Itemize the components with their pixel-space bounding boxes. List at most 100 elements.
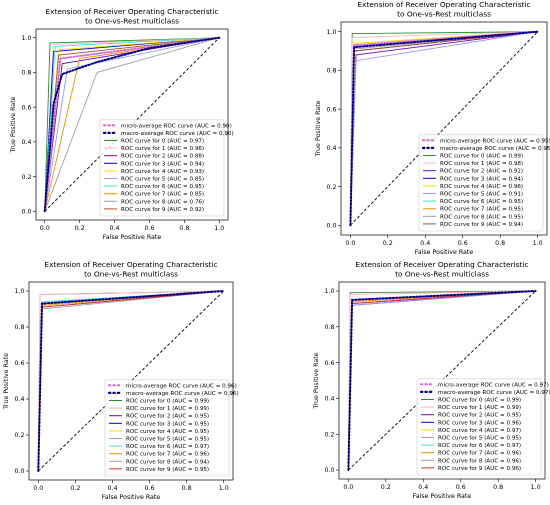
legend-entry: ROC curve for 9 (AUC = 0.95) [126, 467, 209, 473]
legend-entry: ROC curve for 5 (AUC = 0.85) [121, 177, 204, 183]
roc-chart-3: Extension of Receiver Operating Characte… [3, 260, 239, 501]
y-tick-label: 0.0 [14, 468, 24, 475]
legend-entry: ROC curve for 4 (AUC = 0.96) [440, 184, 523, 190]
y-tick-label: 0.6 [21, 104, 31, 111]
legend-entry: micro-average ROC curve (AUC = 0.95) [440, 138, 550, 144]
x-tick-label: 0.6 [456, 484, 466, 491]
y-tick-label: 0.0 [324, 467, 334, 474]
x-tick-label: 0.6 [145, 485, 155, 492]
chart-title-line-2: to One-vs-Rest multiclass [84, 270, 178, 279]
y-tick-label: 0.6 [324, 360, 334, 367]
legend-entry: ROC curve for 9 (AUC = 0.92) [121, 207, 204, 213]
x-tick-label: 0.8 [182, 485, 192, 492]
legend-entry: ROC curve for 0 (AUC = 0.99) [438, 398, 521, 404]
x-tick-label: 1.0 [533, 240, 543, 247]
legend-entry: ROC curve for 8 (AUC = 0.94) [126, 459, 209, 465]
legend-entry: ROC curve for 8 (AUC = 0.76) [121, 199, 204, 205]
legend-box [416, 378, 542, 476]
legend-entry: ROC curve for 2 (AUC = 0.92) [440, 169, 523, 175]
legend-entry: ROC curve for 6 (AUC = 0.97) [126, 444, 209, 450]
chart-title-line-1: Extension of Receiver Operating Characte… [355, 260, 528, 269]
y-tick-label: 0.2 [14, 432, 24, 439]
legend-entry: ROC curve for 4 (AUC = 0.97) [438, 428, 521, 434]
legend-entry: ROC curve for 6 (AUC = 0.95) [440, 199, 523, 205]
roc-series-7 [44, 37, 220, 212]
series-group [347, 290, 537, 471]
roc-series-1 [347, 290, 537, 471]
x-tick-label: 0.4 [420, 240, 430, 247]
plot-frame [340, 21, 548, 236]
x-tick-label: 0.8 [493, 484, 503, 491]
legend-entry: macro-average ROC curve (AUC = 0.95) [440, 146, 550, 152]
y-tick-label: 1.0 [21, 35, 31, 42]
legend-entry: ROC curve for 3 (AUC = 0.96) [438, 420, 521, 426]
legend-entry: ROC curve for 2 (AUC = 0.88) [121, 154, 204, 160]
legend-entry: ROC curve for 0 (AUC = 0.99) [440, 154, 523, 160]
x-tick-label: 0.6 [144, 225, 154, 232]
roc-series-1 [37, 290, 225, 472]
x-tick-label: 0.0 [345, 240, 355, 247]
x-axis-label: False Positive Rate [103, 234, 162, 241]
legend-entry: ROC curve for 4 (AUC = 0.95) [126, 429, 209, 435]
x-tick-label: 0.0 [343, 484, 353, 491]
x-tick-label: 0.2 [383, 240, 393, 247]
y-tick-label: 0.2 [326, 184, 336, 191]
legend-entry: ROC curve for 6 (AUC = 0.97) [438, 443, 521, 449]
y-tick-label: 0.8 [326, 68, 336, 75]
y-axis-label: True Positive Rate [10, 96, 17, 153]
legend-entry: ROC curve for 1 (AUC = 0.96) [121, 146, 204, 152]
legend-entry: ROC curve for 1 (AUC = 0.98) [440, 161, 523, 167]
legend-entry: ROC curve for 5 (AUC = 0.95) [126, 437, 209, 443]
legend-entry: macro-average ROC curve (AUC = 0.97) [438, 390, 550, 396]
roc-series-10 [44, 37, 220, 212]
y-tick-label: 0.2 [21, 174, 31, 181]
y-tick-label: 1.0 [326, 29, 336, 36]
legend-entry: ROC curve for 5 (AUC = 0.95) [438, 436, 521, 442]
legend-entry: ROC curve for 2 (AUC = 0.95) [438, 413, 521, 419]
legend-entry: ROC curve for 8 (AUC = 0.96) [438, 458, 521, 464]
x-tick-label: 0.4 [107, 485, 117, 492]
legend-box [104, 379, 230, 477]
legend-entry: macro-average ROC curve (AUC = 0.90) [121, 131, 234, 137]
legend-entry: ROC curve for 7 (AUC = 0.85) [121, 192, 204, 198]
legend-entry: ROC curve for 7 (AUC = 0.96) [126, 452, 209, 458]
roc-chart-2: Extension of Receiver Operating Characte… [315, 0, 550, 256]
chart-title-line-2: to One-vs-Rest multiclass [85, 17, 179, 26]
x-tick-label: 0.2 [70, 485, 80, 492]
chance-diagonal [37, 290, 225, 472]
x-tick-label: 0.0 [33, 485, 43, 492]
legend-entry: ROC curve for 9 (AUC = 0.96) [438, 466, 521, 472]
chance-diagonal [348, 290, 536, 471]
x-tick-label: 0.4 [418, 484, 428, 491]
legend-entry: ROC curve for 9 (AUC = 0.94) [440, 222, 523, 228]
x-axis-label: False Positive Rate [102, 494, 161, 501]
x-axis-label: False Positive Rate [415, 249, 474, 256]
legend-entry: ROC curve for 1 (AUC = 0.99) [126, 406, 209, 412]
x-axis-label: False Positive Rate [413, 493, 472, 500]
legend-entry: ROC curve for 3 (AUC = 0.94) [440, 176, 523, 182]
plot-frame [35, 28, 229, 221]
y-tick-label: 0.4 [14, 396, 24, 403]
legend-box [418, 134, 544, 232]
x-tick-label: 0.8 [179, 225, 189, 232]
legend: micro-average ROC curve (AUC = 0.90) macr… [99, 119, 234, 217]
y-tick-label: 0.4 [326, 145, 336, 152]
series-group [349, 30, 539, 227]
legend-entry: ROC curve for 8 (AUC = 0.95) [440, 214, 523, 220]
x-tick-label: 0.4 [110, 225, 120, 232]
roc-chart-4: Extension of Receiver Operating Characte… [313, 260, 550, 500]
y-tick-label: 0.0 [326, 223, 336, 230]
chart-title-line-2: to One-vs-Rest multiclass [395, 270, 489, 279]
plot-frame [338, 281, 546, 480]
y-tick-label: 1.0 [14, 288, 24, 295]
legend-entry: ROC curve for 7 (AUC = 0.96) [438, 451, 521, 457]
series-group [43, 36, 221, 213]
x-tick-label: 1.0 [219, 485, 229, 492]
chart-title-line-1: Extension of Receiver Operating Characte… [357, 0, 530, 9]
chart-title-line-2: to One-vs-Rest multiclass [397, 10, 491, 19]
series-group [37, 290, 225, 472]
y-axis-label: True Positive Rate [3, 353, 10, 410]
legend: micro-average ROC curve (AUC = 0.95) macr… [418, 134, 550, 232]
legend-box [99, 119, 225, 217]
y-tick-label: 0.2 [324, 431, 334, 438]
